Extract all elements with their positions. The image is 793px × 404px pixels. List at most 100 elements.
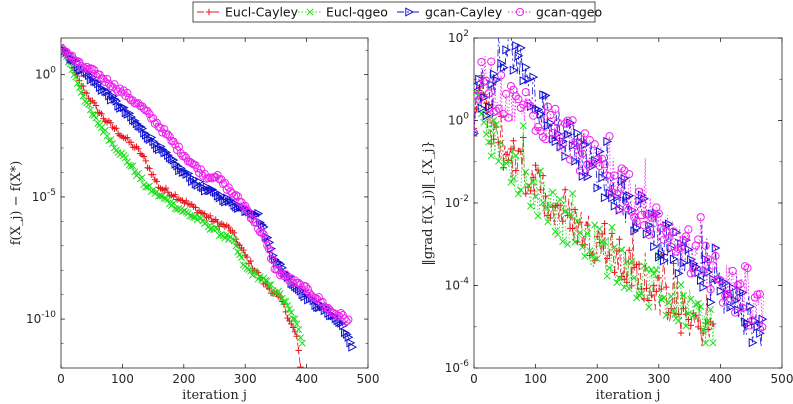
- gcan-cayley-marker: [125, 108, 135, 118]
- gcan-cayley-marker: [716, 286, 726, 296]
- eucl-cayley-marker: [162, 184, 170, 192]
- eucl-cayley-marker: [214, 218, 221, 226]
- eucl-cayley-marker: [569, 225, 576, 232]
- gcan-cayley-marker: [563, 129, 573, 140]
- gcan-cayley-marker: [694, 267, 704, 278]
- gcan-qgeo-marker: [482, 76, 491, 85]
- gcan-qgeo-marker: [543, 102, 553, 111]
- eucl-qgeo-marker: [284, 301, 292, 309]
- eucl-cayley-marker: [207, 212, 214, 220]
- eucl-qgeo-marker: [190, 213, 198, 221]
- eucl-qgeo-marker: [706, 305, 715, 314]
- gcan-qgeo-marker: [681, 232, 691, 241]
- gcan-qgeo-marker: [224, 183, 233, 192]
- eucl-qgeo-marker: [637, 290, 646, 298]
- right-plot-area: [474, 25, 768, 348]
- eucl-qgeo-marker: [282, 298, 290, 306]
- gcan-cayley-marker: [110, 94, 120, 104]
- legend-label: Eucl-qgeo: [326, 5, 388, 20]
- gcan-qgeo-marker: [731, 308, 740, 317]
- eucl-qgeo-marker: [588, 252, 596, 260]
- gcan-qgeo-line: [474, 56, 764, 328]
- legend: Eucl-Cayley Eucl-qgeo gcan-Cayley gcan-qgeo: [192, 1, 602, 23]
- gcan-cayley-marker: [344, 332, 354, 342]
- x-tick-label: 300: [647, 372, 670, 386]
- eucl-qgeo-marker: [169, 199, 177, 207]
- eucl-qgeo-marker: [694, 299, 702, 307]
- gcan-cayley-marker: [508, 25, 515, 33]
- eucl-qgeo-marker: [684, 310, 692, 318]
- gcan-qgeo-marker: [699, 266, 708, 275]
- eucl-qgeo-marker: [608, 223, 616, 231]
- gcan-cayley-marker: [660, 256, 669, 266]
- gcan-cayley-marker: [699, 282, 709, 292]
- eucl-qgeo-marker: [509, 174, 517, 183]
- eucl-qgeo-marker: [265, 281, 273, 289]
- eucl-cayley-marker: [295, 347, 302, 354]
- gcan-qgeo-marker: [701, 241, 710, 250]
- eucl-qgeo-line: [474, 92, 715, 344]
- gcan-cayley-marker: [497, 58, 507, 69]
- gcan-cayley-marker: [573, 128, 583, 138]
- eucl-cayley-marker: [561, 186, 569, 193]
- gcan-qgeo-marker: [244, 208, 253, 217]
- eucl-cayley-marker: [201, 210, 208, 218]
- eucl-cayley-marker: [507, 145, 515, 153]
- gcan-qgeo-marker: [565, 155, 575, 164]
- gcan-qgeo-marker: [716, 276, 725, 285]
- x-tick-label: 300: [234, 372, 257, 386]
- eucl-cayley-marker: [662, 283, 670, 291]
- gcan-qgeo-marker: [743, 263, 752, 273]
- eucl-qgeo-marker: [267, 281, 275, 289]
- gcan-cayley-marker: [342, 329, 352, 339]
- eucl-qgeo-marker: [527, 202, 535, 210]
- eucl-qgeo-marker: [524, 182, 532, 190]
- gcan-cayley-marker: [571, 156, 581, 166]
- gcan-qgeo-marker: [156, 123, 165, 132]
- gcan-qgeo-marker: [521, 88, 530, 97]
- y-tick-label: 10-2: [445, 194, 469, 210]
- eucl-qgeo-marker: [699, 326, 707, 334]
- eucl-qgeo-marker: [75, 84, 83, 92]
- eucl-qgeo-marker: [645, 303, 653, 311]
- eucl-cayley-marker: [650, 282, 658, 289]
- eucl-qgeo-marker: [603, 272, 611, 280]
- gcan-cayley-marker: [171, 159, 181, 169]
- legend-entry-gcan-qgeo: gcan-qgeo: [508, 5, 602, 20]
- x-axis-label: iteration j: [596, 388, 661, 403]
- gcan-qgeo-marker: [583, 160, 592, 169]
- eucl-qgeo-marker: [591, 221, 599, 229]
- gcan-cayley-marker: [492, 75, 502, 85]
- gcan-cayley-marker: [566, 118, 576, 128]
- gcan-qgeo-marker: [296, 280, 305, 289]
- gcan-qgeo-marker: [580, 129, 589, 138]
- gcan-qgeo-marker: [686, 269, 695, 278]
- gcan-qgeo-marker: [222, 185, 231, 194]
- gcan-qgeo-marker: [617, 164, 626, 173]
- eucl-qgeo-marker: [276, 290, 284, 298]
- eucl-cayley-marker: [611, 269, 618, 276]
- x-tick-label: 0: [470, 372, 478, 386]
- gcan-qgeo-marker: [664, 234, 673, 243]
- gcan-qgeo-marker: [588, 159, 597, 168]
- gcan-cayley-marker: [502, 45, 512, 55]
- eucl-cayley-marker: [534, 166, 542, 174]
- x-tick-label: 100: [111, 372, 134, 386]
- eucl-qgeo-marker: [86, 106, 95, 114]
- x-tick-label: 500: [357, 372, 380, 386]
- eucl-cayley-line: [474, 75, 715, 348]
- gcan-qgeo-marker: [484, 89, 493, 98]
- eucl-cayley-marker: [142, 157, 149, 165]
- eucl-cayley-marker: [146, 165, 153, 172]
- eucl-qgeo-marker: [256, 273, 264, 281]
- eucl-qgeo-marker: [121, 154, 130, 162]
- eucl-qgeo-marker: [554, 230, 562, 239]
- gcan-cayley-marker: [679, 258, 689, 268]
- eucl-qgeo-marker: [109, 139, 117, 148]
- gcan-qgeo-series: [474, 56, 767, 332]
- gcan-qgeo-marker: [154, 122, 163, 131]
- gcan-qgeo-marker: [570, 140, 580, 150]
- gcan-qgeo-marker: [541, 135, 550, 144]
- eucl-qgeo-marker: [583, 229, 591, 238]
- eucl-cayley-marker: [230, 229, 238, 237]
